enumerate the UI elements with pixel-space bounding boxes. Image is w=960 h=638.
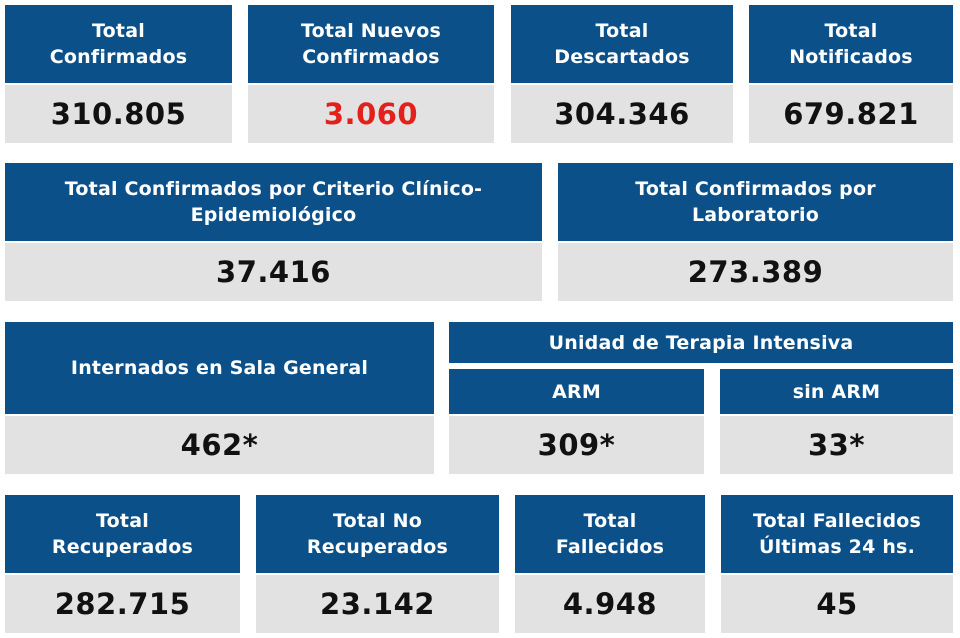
stat-total-nuevos-confirmados: Total Nuevos Confirmados 3.060 [248,5,494,143]
stat-value: 33* [720,416,953,474]
stat-label: Total Notificados [749,5,953,83]
stat-label: Total Fallecidos Últimas 24 hs. [721,495,953,573]
stat-confirmados-clinico-epidemiologico: Total Confirmados por Criterio Clínico- … [5,163,542,301]
stat-total-descartados: Total Descartados 304.346 [511,5,733,143]
stat-label: Total Fallecidos [515,495,705,573]
uti-group: Unidad de Terapia Intensiva ARM 309* sin… [449,322,953,474]
stat-value: 273.389 [558,243,953,301]
stat-uti-sin-arm: sin ARM 33* [720,369,953,474]
stat-total-notificados: Total Notificados 679.821 [749,5,953,143]
stat-value: 37.416 [5,243,542,301]
stat-total-recuperados: Total Recuperados 282.715 [5,495,240,633]
stat-label: sin ARM [720,369,953,414]
stat-total-no-recuperados: Total No Recuperados 23.142 [256,495,499,633]
stat-label: Total Confirmados por Laboratorio [558,163,953,241]
stat-fallecidos-ultimas-24hs: Total Fallecidos Últimas 24 hs. 45 [721,495,953,633]
stat-label: ARM [449,369,704,414]
stat-label: Total Descartados [511,5,733,83]
stat-value: 309* [449,416,704,474]
uti-header: Unidad de Terapia Intensiva [449,322,953,363]
stat-label: Total Nuevos Confirmados [248,5,494,83]
stat-label: Total Confirmados por Criterio Clínico- … [5,163,542,241]
stat-uti-arm: ARM 309* [449,369,704,474]
stat-label: Internados en Sala General [5,322,434,414]
stat-label: Total Confirmados [5,5,232,83]
stat-value: 4.948 [515,575,705,633]
stat-total-fallecidos: Total Fallecidos 4.948 [515,495,705,633]
stat-internados-sala-general: Internados en Sala General 462* [5,322,434,474]
stat-value: 45 [721,575,953,633]
stat-confirmados-laboratorio: Total Confirmados por Laboratorio 273.38… [558,163,953,301]
stat-value: 462* [5,416,434,474]
stat-value: 310.805 [5,85,232,143]
stat-total-confirmados: Total Confirmados 310.805 [5,5,232,143]
stat-value: 3.060 [248,85,494,143]
stat-label: Total Recuperados [5,495,240,573]
stat-value: 282.715 [5,575,240,633]
stat-label: Total No Recuperados [256,495,499,573]
stat-value: 304.346 [511,85,733,143]
stat-value: 23.142 [256,575,499,633]
stat-value: 679.821 [749,85,953,143]
